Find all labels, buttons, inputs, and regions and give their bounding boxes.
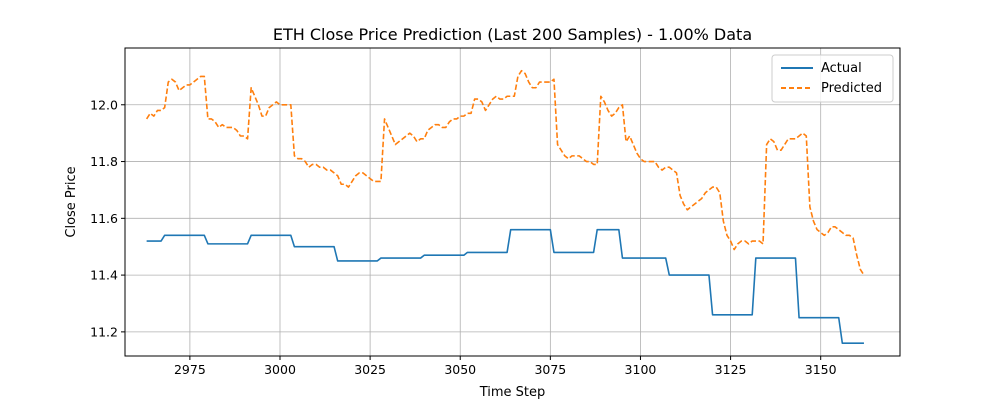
legend-label-actual: Actual	[821, 61, 862, 76]
x-tick-label: 3075	[534, 362, 566, 377]
x-tick-label: 3100	[625, 362, 657, 377]
x-tick-label: 3050	[444, 362, 476, 377]
x-tick-label: 3025	[354, 362, 386, 377]
x-tick-label: 2975	[174, 362, 206, 377]
x-axis-label: Time Step	[479, 385, 546, 400]
y-tick-label: 11.6	[90, 211, 118, 226]
y-tick-label: 11.4	[90, 268, 118, 283]
y-tick-label: 11.8	[90, 154, 118, 169]
legend: Actual Predicted	[771, 54, 894, 103]
x-axis-ticks: 2975 3000 3025 3050 3075 3100 3125 3150	[174, 356, 837, 377]
y-axis-label: Close Price	[64, 166, 79, 237]
y-tick-label: 12.0	[90, 97, 118, 112]
series-line-predicted	[145, 69, 865, 276]
legend-label-predicted: Predicted	[821, 81, 882, 96]
x-tick-label: 3125	[715, 362, 747, 377]
y-tick-label: 11.2	[90, 324, 118, 339]
chart-title: ETH Close Price Prediction (Last 200 Sam…	[273, 25, 752, 44]
x-tick-label: 3150	[805, 362, 837, 377]
plot-area-frame	[124, 47, 901, 357]
legend-box	[771, 54, 894, 103]
series-layer	[145, 69, 865, 345]
x-tick-label: 3000	[264, 362, 296, 377]
series-line-actual	[146, 228, 864, 345]
y-axis-ticks: 11.2 11.4 11.6 11.8 12.0	[90, 97, 125, 339]
